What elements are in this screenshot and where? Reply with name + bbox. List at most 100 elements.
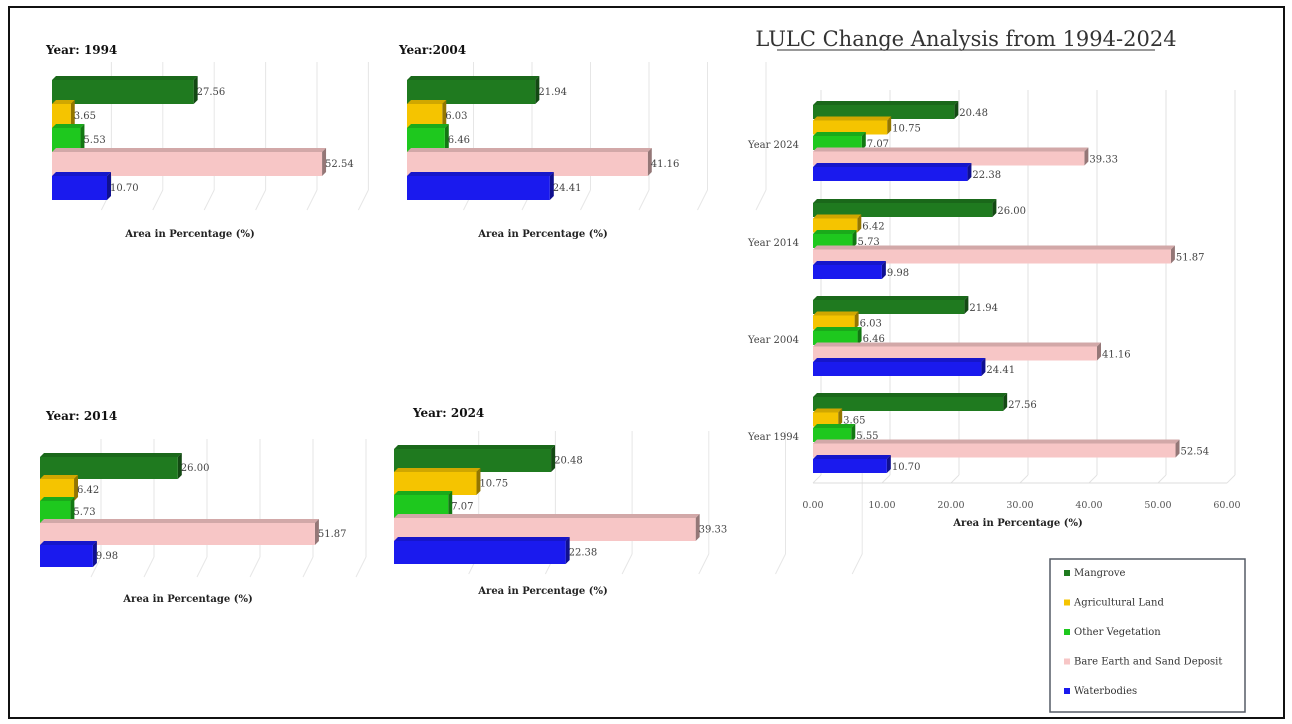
x-tick-label: 10.00 [868, 500, 895, 511]
y-category-label: Year 1994 [747, 432, 799, 443]
gridline-floor [203, 189, 215, 211]
data-label: 6.46 [863, 334, 885, 345]
bar-bare-earth-and-sand-deposit [813, 439, 1180, 458]
legend: Mangrove Agricultural Land Other Vegetatio… [1049, 558, 1246, 713]
y-category-label: Year 2014 [747, 238, 799, 249]
bar-other-vegetation [813, 230, 857, 248]
bar-bare-earth-and-sand-deposit [40, 519, 319, 545]
gridline-floor [152, 189, 164, 211]
x-axis-label: Area in Percentage (%) [122, 594, 252, 605]
legend-swatch-agricultural-land [1064, 599, 1070, 606]
data-label: 20.48 [959, 108, 988, 119]
legend-swatch-mangrove [1064, 570, 1070, 576]
data-label: 21.94 [969, 303, 998, 314]
x-tick-label: 60.00 [1213, 500, 1240, 511]
bar-bare-earth-and-sand-deposit [394, 514, 700, 541]
bar-bare-earth-and-sand-deposit [813, 245, 1175, 264]
legend-label: Waterbodies [1074, 686, 1137, 697]
bar-agricultural-land [813, 311, 859, 330]
bar-mangrove [813, 199, 997, 217]
data-label: 10.70 [110, 183, 139, 194]
data-label: 22.38 [972, 170, 1001, 181]
gridline-floor [1019, 474, 1029, 484]
bar-bare-earth-and-sand-deposit [813, 147, 1089, 166]
bar-bare-earth-and-sand-deposit [407, 148, 652, 176]
data-label: 6.46 [448, 135, 470, 146]
bar-agricultural-land [52, 100, 75, 128]
data-label: 41.16 [651, 159, 680, 170]
bar-other-vegetation [40, 497, 75, 523]
gridline-floor [255, 189, 267, 211]
bar-other-vegetation [813, 132, 866, 150]
legend-label: Mangrove [1074, 568, 1125, 579]
data-label: 41.16 [1102, 349, 1131, 360]
data-label: 27.56 [197, 87, 226, 98]
data-label: 10.75 [479, 479, 508, 490]
data-label: 10.75 [892, 123, 921, 134]
data-label: 6.03 [860, 318, 882, 329]
data-label: 52.54 [325, 159, 354, 170]
bar-agricultural-land [40, 475, 79, 501]
bar-mangrove [813, 101, 959, 119]
panel-title: Year: 1994 [45, 43, 117, 57]
data-label: 21.94 [538, 87, 567, 98]
data-label: 27.56 [1008, 400, 1037, 411]
gridline-floor [851, 553, 863, 575]
gridline-floor [1157, 474, 1167, 484]
data-label: 7.07 [451, 502, 473, 513]
bar-other-vegetation [813, 424, 856, 442]
data-label: 39.33 [1089, 154, 1118, 165]
bar-waterbodies [813, 455, 891, 473]
gridline-floor [306, 189, 318, 211]
bar-waterbodies [813, 358, 986, 376]
gridline-floor [812, 474, 822, 484]
bar-agricultural-land [813, 116, 892, 135]
gridline-floor [881, 474, 891, 484]
data-label: 51.87 [1176, 252, 1205, 263]
legend-label: Agricultural Land [1073, 598, 1164, 609]
gridline-floor [638, 189, 650, 211]
legend-swatch-waterbodies [1064, 688, 1070, 694]
y-category-label: Year 2024 [747, 140, 799, 151]
bar-mangrove [407, 76, 540, 104]
gridline-floor [355, 556, 367, 578]
data-label: 9.98 [96, 551, 118, 562]
bar-bare-earth-and-sand-deposit [813, 342, 1102, 361]
legend-label: Other Vegetation [1074, 627, 1161, 638]
gridline-floor [249, 556, 261, 578]
data-label: 26.00 [181, 463, 210, 474]
gridline-floor [302, 556, 314, 578]
bar-mangrove [52, 76, 198, 104]
gridline-floor [697, 189, 708, 211]
bar-mangrove [813, 393, 1008, 411]
data-label: 7.07 [867, 139, 889, 150]
bar-mangrove [394, 445, 556, 472]
gridline-floor [1226, 474, 1236, 484]
x-axis-label: Area in Percentage (%) [952, 518, 1082, 529]
y-category-label: Year 2004 [747, 335, 799, 346]
gridline-floor [580, 189, 591, 211]
bar-waterbodies [40, 541, 97, 567]
data-label: 6.03 [445, 111, 467, 122]
bar-mangrove [40, 453, 182, 479]
main-chart: LULC Change Analysis from 1994-2024 0.00 1… [747, 27, 1241, 529]
data-label: 20.48 [554, 456, 583, 467]
bar-other-vegetation [407, 124, 449, 152]
chart-title: LULC Change Analysis from 1994-2024 [755, 27, 1176, 51]
legend-swatch-bare-earth-and-sand-deposit [1064, 658, 1070, 665]
data-label: 24.41 [553, 183, 582, 194]
bar-bare-earth-and-sand-deposit [52, 148, 327, 176]
bar-other-vegetation [394, 491, 453, 518]
bar-agricultural-land [813, 408, 843, 427]
data-label: 6.42 [862, 221, 884, 232]
gridline-floor [1088, 474, 1098, 484]
panel-y1994: Year: 1994 27.56 3.65 5.53 52.54 10.70 Area in… [45, 43, 369, 240]
bar-agricultural-land [394, 468, 481, 495]
data-label: 5.53 [83, 135, 105, 146]
data-label: 10.70 [892, 462, 921, 473]
bar-waterbodies [813, 163, 972, 181]
x-tick-label: 50.00 [1144, 500, 1171, 511]
bar-agricultural-land [407, 100, 447, 128]
gridline-floor [950, 474, 960, 484]
panel-title: Year:2004 [398, 43, 466, 57]
